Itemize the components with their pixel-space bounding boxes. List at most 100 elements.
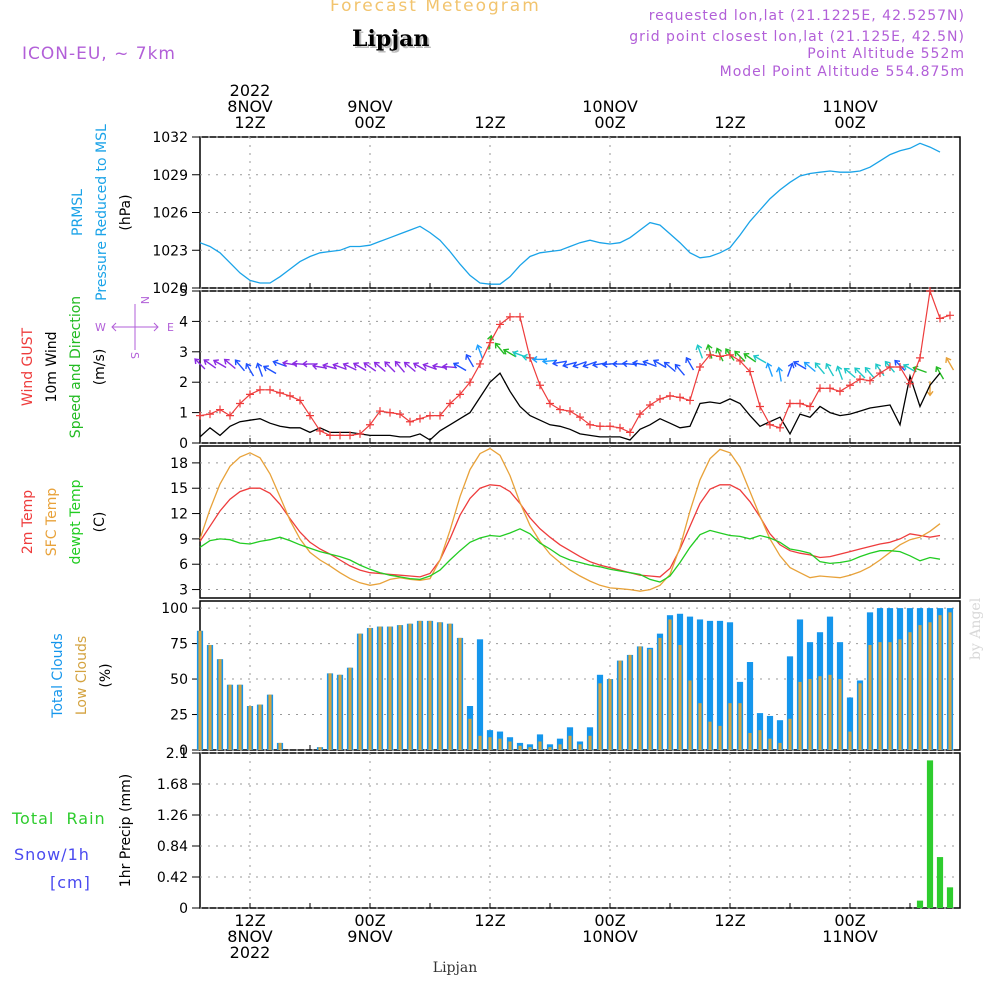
low-cloud-bar [898, 639, 902, 750]
wind-direction-arrow [631, 359, 648, 367]
arrow-shaft [685, 357, 695, 371]
compass-north: N [138, 296, 151, 304]
wind-direction-arrow [663, 361, 676, 373]
arrow-head [611, 360, 618, 368]
panel-clouds: 0 25 50 75 100 Total Clouds Low Clouds (%) [50, 600, 961, 759]
arrow-head [582, 361, 589, 369]
arrow-shaft [256, 363, 264, 377]
arrow-shaft [323, 364, 337, 370]
y-tick-label: 1.68 [157, 777, 188, 793]
total-cloud-bar [846, 697, 854, 750]
low-cloud-bar [828, 674, 832, 750]
wind-direction-arrow [212, 359, 227, 369]
wind-direction-arrow [926, 381, 934, 397]
arrow-shaft [674, 364, 686, 376]
y-tick-label: 1023 [152, 243, 188, 259]
low-cloud-bar [488, 737, 492, 750]
wind-direction-arrow [394, 360, 406, 373]
arrow-head [814, 362, 821, 369]
wind-direction-arrow [322, 362, 337, 370]
arrow-shaft [465, 354, 475, 368]
panel-pressure: 1020 1023 1026 1029 1032 PRMSL Pressure Reduce… [70, 124, 961, 301]
low-cloud-bar [608, 679, 612, 750]
wind-gust-marker [366, 420, 374, 429]
arrow-shaft [273, 360, 287, 368]
low-cloud-bar [268, 694, 272, 750]
low-cloud-bar [418, 620, 422, 750]
arrow-shaft [753, 355, 767, 364]
precip-legend-text: Total Rain [11, 809, 106, 828]
arrow-shaft [804, 361, 816, 373]
wind-direction-arrow [652, 359, 667, 369]
wind-gust-marker [786, 399, 794, 408]
y-tick-label: 3 [179, 583, 188, 599]
arrow-shaft [384, 361, 396, 373]
top-time-label: 11NOV [822, 97, 878, 116]
arrow-head [835, 365, 843, 372]
low-cloud-bar [638, 646, 642, 750]
arrow-shaft [786, 363, 794, 377]
2m-temp-line [199, 484, 941, 578]
wind-direction-arrow [352, 362, 367, 372]
low-cloud-bar [708, 721, 712, 750]
arrow-head [342, 362, 349, 369]
arrow-shaft [363, 362, 377, 372]
wind-gust-marker [796, 399, 804, 408]
low-cloud-bar [508, 741, 512, 750]
low-cloud-bar [448, 623, 452, 750]
wind-gust-marker [636, 410, 644, 419]
total-cloud-bar [476, 639, 484, 750]
wind-direction-arrow [363, 362, 377, 372]
arrow-head [441, 363, 448, 371]
arrow-shaft [583, 360, 597, 368]
wind-direction-arrow [373, 361, 386, 373]
arrow-head [775, 366, 783, 373]
wind-gust-marker [616, 423, 624, 432]
compass-arrowheads [111, 322, 159, 332]
y-axis-label: (%) [98, 663, 114, 687]
low-cloud-bar [588, 735, 592, 750]
rain-bar [916, 900, 924, 908]
low-cloud-bar [908, 632, 912, 750]
low-cloud-bar [718, 725, 722, 750]
arrow-shaft [864, 367, 876, 379]
wind-gust-marker [276, 388, 284, 397]
wind-direction-arrow [452, 362, 467, 372]
low-cloud-bar [408, 623, 412, 750]
compass-south: S [128, 352, 141, 359]
wind-gust-marker [876, 369, 884, 378]
arrow-head [281, 359, 288, 367]
top-time-label: 00Z [834, 113, 865, 132]
arrow-shaft [453, 362, 467, 372]
y-axis-label: (C) [92, 512, 108, 533]
arrow-head [255, 362, 263, 369]
y-tick-label: 4 [179, 314, 188, 330]
low-cloud-bar [358, 633, 362, 750]
wind-gust-marker [356, 429, 364, 438]
low-cloud-bar [378, 626, 382, 750]
grid-point-coordinates: grid point closest lon,lat (21.125E, 42.… [629, 29, 965, 45]
arrow-shaft [844, 368, 856, 379]
arrow-head [621, 360, 628, 368]
top-time-label: 2022 [230, 81, 271, 100]
wind-direction-arrow [342, 362, 357, 371]
wind-direction-arrow [752, 354, 767, 364]
low-cloud-bar [218, 659, 222, 750]
low-cloud-bar [198, 630, 202, 750]
low-cloud-bar [248, 706, 252, 750]
arrow-head [674, 363, 681, 370]
low-cloud-bar [328, 673, 332, 750]
arrow-head [531, 355, 538, 363]
arrow-head [422, 362, 429, 370]
y-tick-label: 15 [170, 481, 188, 497]
wind-speed-line [199, 372, 941, 441]
wind-gust-marker [396, 410, 404, 419]
wind-direction-arrow [734, 350, 746, 362]
wind-gust-marker [906, 379, 914, 388]
wind-gust-marker [626, 428, 634, 437]
y-axis-label: 2m Temp [20, 490, 36, 554]
arrow-head [452, 362, 459, 369]
arrow-shaft [404, 361, 416, 373]
low-cloud-bar [758, 730, 762, 750]
